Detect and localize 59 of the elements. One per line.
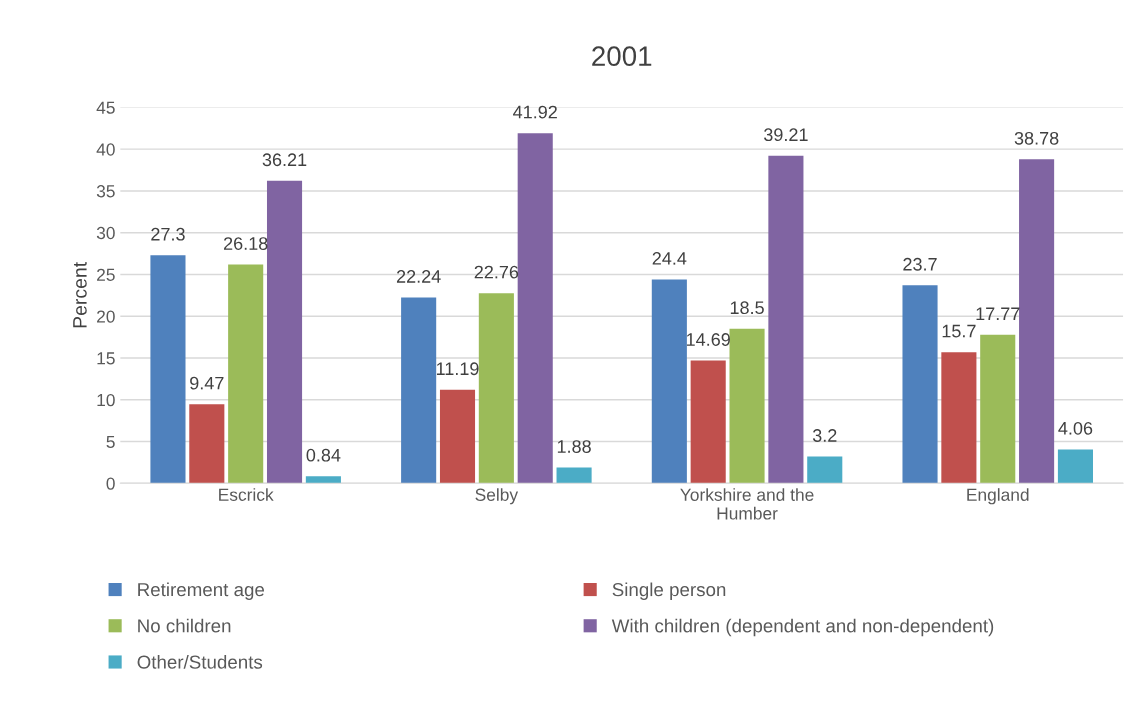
x-tick-label: Selby xyxy=(475,488,519,505)
data-label: 4.06 xyxy=(1058,421,1093,435)
legend-label: Retirement age xyxy=(138,582,265,600)
bar xyxy=(690,360,726,484)
y-tick-label: 40 xyxy=(96,143,115,156)
data-label: 11.19 xyxy=(436,362,479,376)
y-tick-label: 15 xyxy=(97,352,115,365)
legend-label: Other/Students xyxy=(137,654,263,669)
bar xyxy=(729,328,765,484)
y-axis-title: Percent xyxy=(73,261,87,328)
data-label: 38.78 xyxy=(1014,131,1059,145)
x-tick-label: England xyxy=(967,488,1029,505)
y-tick-label: 10 xyxy=(97,393,115,407)
y-tick-label: 35 xyxy=(96,185,115,198)
bar xyxy=(228,264,264,484)
bar xyxy=(941,352,977,484)
data-label: 18.5 xyxy=(730,301,764,315)
y-tick-label: 0 xyxy=(106,477,115,490)
data-label: 1.88 xyxy=(557,440,591,453)
data-label: 41.92 xyxy=(513,105,557,119)
bar xyxy=(478,293,514,484)
y-tick-label: 45 xyxy=(96,101,115,114)
bar xyxy=(651,279,687,484)
x-tick-label: Escrick xyxy=(219,488,274,501)
data-label: 22.76 xyxy=(474,265,519,279)
data-label: 27.3 xyxy=(151,227,185,241)
y-tick-label: 30 xyxy=(96,226,115,240)
bar xyxy=(439,389,476,484)
bar xyxy=(556,467,592,484)
data-label: 14.69 xyxy=(686,333,730,346)
bar xyxy=(305,476,341,484)
legend-label: Single person xyxy=(612,582,726,600)
x-tick-label: Yorkshire and the Humber xyxy=(680,488,814,520)
data-label: 3.2 xyxy=(812,429,837,442)
bar xyxy=(902,285,938,484)
y-tick-label: 5 xyxy=(106,435,115,448)
y-tick-label: 25 xyxy=(97,268,115,281)
bar xyxy=(807,456,843,484)
bar xyxy=(1019,159,1055,484)
bar xyxy=(150,255,186,484)
data-label: 9.47 xyxy=(190,376,224,390)
data-label: 0.84 xyxy=(306,448,341,462)
data-label: 24.4 xyxy=(652,252,687,265)
data-label: 36.21 xyxy=(262,153,307,167)
bar xyxy=(517,133,553,484)
bar xyxy=(980,334,1016,484)
data-label: 23.7 xyxy=(903,257,937,271)
data-label: 39.21 xyxy=(764,128,808,142)
bar xyxy=(1057,449,1093,484)
legend-label: No children xyxy=(138,618,231,633)
legend-label: With children (dependent and non-dependent) xyxy=(611,618,994,637)
bar xyxy=(266,180,303,484)
data-label: 15.7 xyxy=(942,324,976,338)
bar xyxy=(189,404,225,484)
chart-title: 2001 xyxy=(592,46,652,67)
bar xyxy=(768,155,804,484)
y-tick-label: 20 xyxy=(97,310,115,323)
bar xyxy=(401,297,437,484)
data-label: 22.24 xyxy=(396,270,441,283)
